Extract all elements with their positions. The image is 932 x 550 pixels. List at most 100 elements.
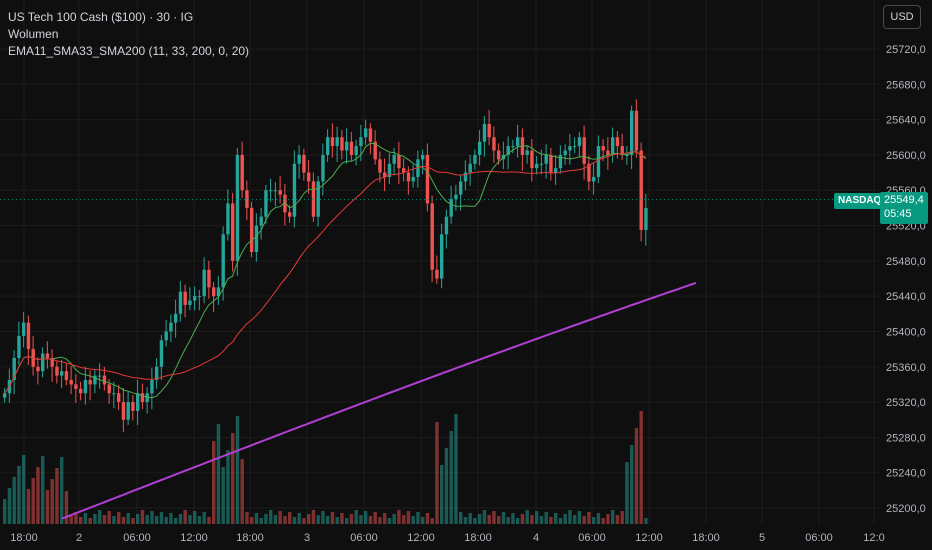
- volume-bar: [169, 513, 173, 524]
- candle-body: [164, 331, 168, 341]
- candle-body: [354, 146, 358, 155]
- volume-bar: [421, 517, 425, 524]
- volume-bar: [155, 516, 159, 524]
- volume-bar: [288, 512, 292, 524]
- volume-bars: [3, 411, 648, 524]
- candle-body: [231, 203, 235, 261]
- candle-body: [74, 384, 78, 389]
- symbol-title[interactable]: US Tech 100 Cash ($100) · 30 · IG: [8, 10, 194, 24]
- candle-body: [326, 137, 330, 155]
- price-axis[interactable]: 25720,025680,025640,025600,025560,025520…: [886, 44, 926, 515]
- sma33-line: [4, 151, 647, 394]
- volume-bar: [383, 513, 387, 524]
- time-axis[interactable]: 18:00 2 06:00 12:00 18:00 3 06:00 12:00 18:00 4 06…: [10, 532, 884, 544]
- candle-body: [22, 322, 26, 336]
- moving-averages: [4, 142, 697, 520]
- time-tick-label: 06:00: [578, 532, 606, 544]
- candle-body: [259, 216, 263, 226]
- candle-body: [150, 380, 154, 394]
- volume-bar: [596, 513, 601, 524]
- volume-bar: [36, 467, 40, 524]
- ma-legend[interactable]: EMA11_SMA33_SMA200 (11, 33, 200, 0, 20): [8, 44, 250, 58]
- candle-body: [558, 154, 563, 169]
- candle-body: [387, 163, 392, 177]
- volume-bar: [644, 518, 648, 524]
- volume-bar: [188, 515, 192, 524]
- candle-body: [378, 159, 382, 173]
- volume-bar: [269, 510, 273, 524]
- currency-button[interactable]: USD: [883, 5, 921, 29]
- candle-body: [245, 190, 249, 208]
- volume-bar: [539, 516, 544, 524]
- volume-bar: [3, 499, 7, 524]
- volume-bar: [620, 511, 624, 524]
- volume-bar: [625, 462, 629, 524]
- candle-body: [468, 163, 472, 173]
- candle-body: [221, 234, 225, 288]
- volume-bar: [250, 517, 254, 524]
- candle-body: [435, 269, 439, 279]
- candle-body: [506, 146, 510, 155]
- volume-bar: [7, 488, 12, 524]
- candle-body: [297, 154, 301, 164]
- candle-body: [159, 340, 164, 367]
- candle-body: [482, 124, 487, 142]
- candle-body: [264, 190, 268, 217]
- candle-body: [596, 146, 601, 177]
- candle-body: [463, 172, 468, 182]
- candle-body: [335, 137, 339, 147]
- candle-body: [83, 380, 88, 394]
- volume-bar: [330, 512, 335, 524]
- volume-bar: [259, 518, 263, 524]
- volume-legend[interactable]: Wolumen: [8, 27, 59, 41]
- candle-body: [131, 402, 135, 411]
- volume-bar: [136, 514, 140, 524]
- candle-body: [449, 199, 453, 217]
- candle-body: [36, 366, 40, 372]
- candle-body: [459, 181, 463, 195]
- volume-bar: [245, 512, 249, 524]
- candle-body: [117, 393, 121, 403]
- time-tick-label: 18:00: [464, 532, 492, 544]
- candle-body: [587, 163, 591, 182]
- volume-bar: [459, 512, 463, 524]
- price-tick-label: 25720,0: [886, 44, 926, 56]
- volume-bar: [592, 517, 596, 524]
- volume-bar: [235, 416, 240, 524]
- volume-bar: [64, 491, 69, 524]
- volume-bar: [117, 512, 121, 524]
- volume-bar: [340, 513, 344, 524]
- candle-body: [492, 137, 496, 151]
- chart-legend: US Tech 100 Cash ($100) · 30 · IG Wolume…: [8, 9, 249, 60]
- candle-body: [316, 181, 320, 217]
- price-tick-label: 25440,0: [886, 291, 926, 303]
- volume-bar: [178, 514, 183, 524]
- price-tick-label: 25360,0: [886, 362, 926, 374]
- time-tick-label: 18:00: [10, 532, 38, 544]
- volume-bar: [487, 515, 491, 524]
- volume-bar: [98, 510, 102, 524]
- candle-body: [212, 287, 216, 297]
- candle-body: [639, 150, 643, 230]
- candle-body: [288, 212, 292, 217]
- candle-body: [421, 154, 425, 160]
- volume-bar: [573, 515, 577, 524]
- candle-body: [516, 137, 520, 147]
- candle-body: [402, 168, 406, 173]
- candle-body: [64, 371, 69, 381]
- candle-body: [79, 388, 83, 394]
- volume-bar: [22, 455, 26, 524]
- volume-bar: [107, 511, 111, 524]
- volume-bar: [387, 518, 392, 524]
- candle-body: [50, 357, 54, 367]
- volume-bar: [307, 514, 311, 524]
- candle-body: [3, 393, 7, 398]
- candle-body: [283, 194, 287, 213]
- candle-body: [126, 402, 130, 420]
- candle-body: [525, 150, 529, 155]
- time-tick-label: 12:00: [407, 532, 435, 544]
- volume-bar: [140, 510, 145, 524]
- candle-body: [155, 366, 159, 381]
- time-tick-label: 12:0: [863, 532, 884, 544]
